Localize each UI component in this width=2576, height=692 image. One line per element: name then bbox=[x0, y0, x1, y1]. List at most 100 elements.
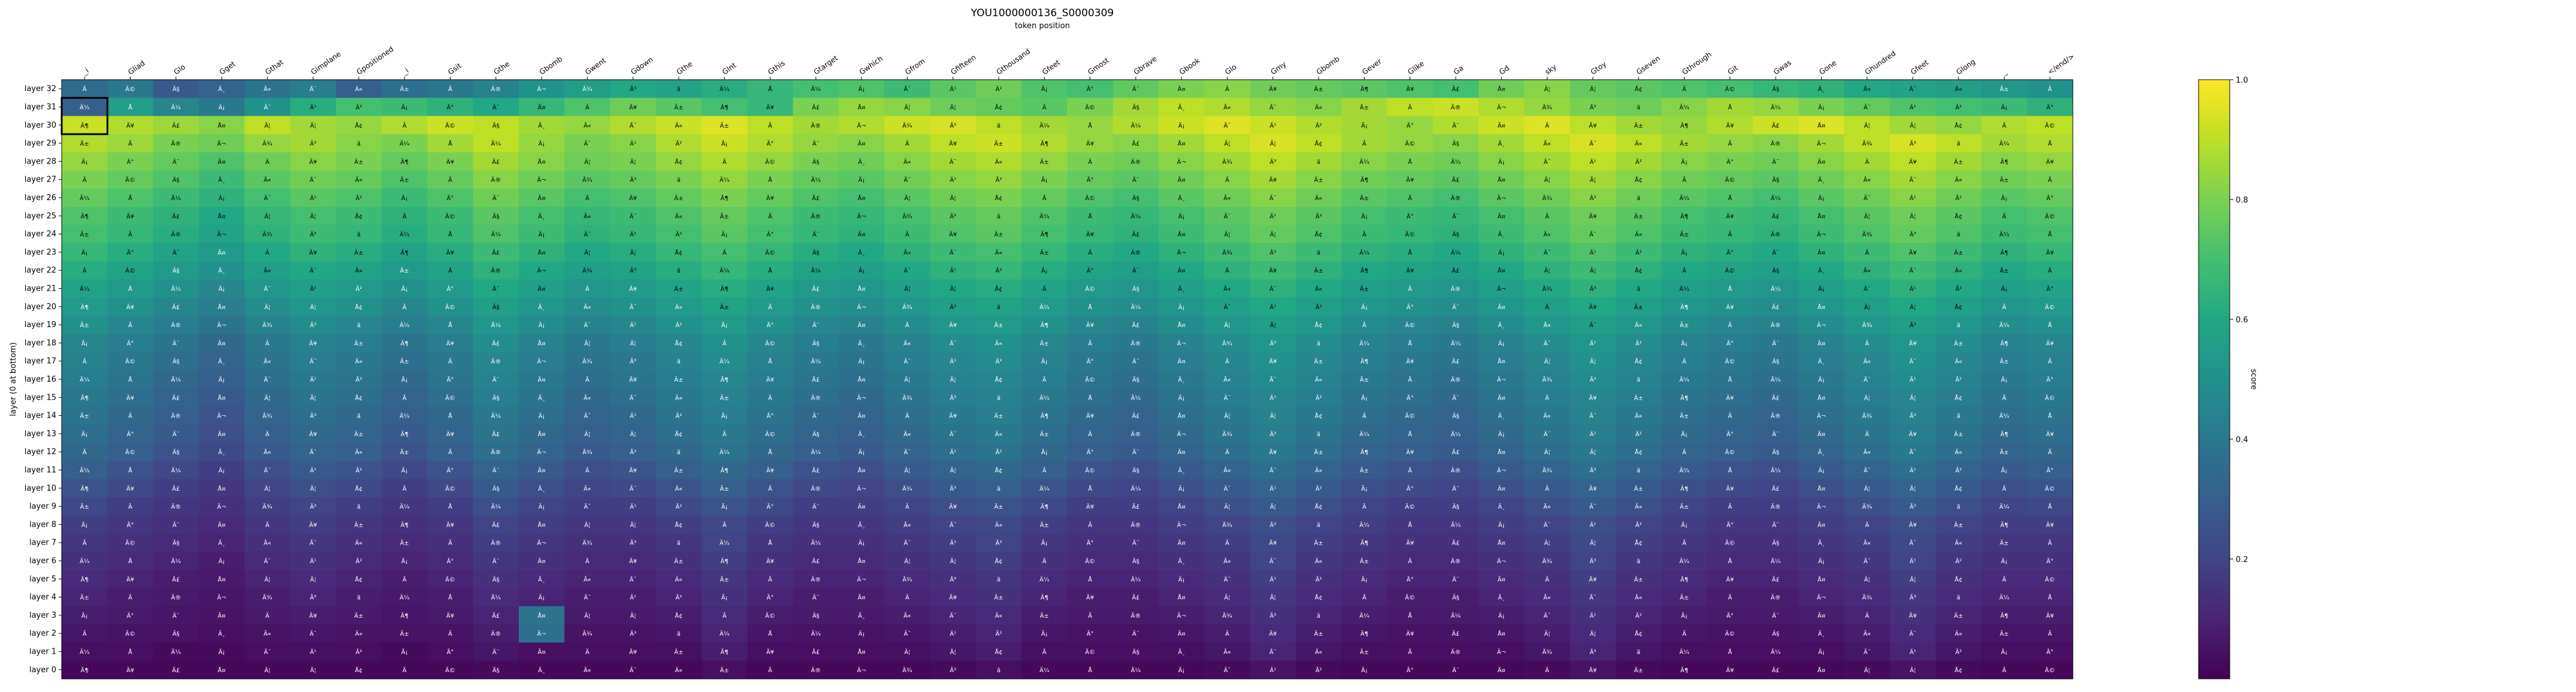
heatmap-cell bbox=[1661, 116, 1708, 135]
cell-label: Ã bbox=[2002, 666, 2006, 674]
cell-label: Ã° bbox=[1727, 158, 1734, 165]
cell-label: Ã³ bbox=[1910, 321, 1916, 329]
cell-label: Ä¼ bbox=[719, 539, 730, 547]
cell-label: Ã± bbox=[2000, 267, 2009, 274]
heatmap-cell bbox=[198, 116, 245, 135]
cell-label: Ã¼ bbox=[811, 358, 821, 365]
heatmap-cell bbox=[244, 116, 291, 135]
heatmap-cell bbox=[473, 134, 519, 153]
cell-label: Ã¾ bbox=[1862, 503, 1872, 510]
cell-label: Ã£ bbox=[492, 612, 500, 620]
cell-label: Ã¸ bbox=[1178, 376, 1185, 383]
x-tick-label: </end/> bbox=[2046, 52, 2076, 77]
cell-label: Ä® bbox=[1131, 158, 1141, 165]
heatmap-cell bbox=[382, 243, 428, 262]
cell-label: Ã¸ bbox=[218, 85, 225, 93]
cell-label: Ä§ bbox=[812, 158, 820, 165]
cell-label: Ã© bbox=[765, 249, 775, 256]
cell-label: Ã­ bbox=[128, 321, 132, 329]
heatmap-cell bbox=[198, 170, 245, 189]
heatmap-cell bbox=[518, 98, 565, 117]
cell-label: Å¢ bbox=[994, 103, 1002, 111]
cell-label: Ä¦ bbox=[1864, 122, 1870, 129]
heatmap-cell bbox=[1204, 170, 1251, 189]
cell-label: Ã© bbox=[1725, 176, 1735, 184]
cell-label: Ã£ bbox=[812, 376, 820, 383]
heatmap-cell bbox=[153, 152, 199, 171]
cell-label: Ã­ bbox=[1088, 339, 1092, 347]
y-tick-label: layer 12 bbox=[25, 448, 56, 457]
heatmap-cell bbox=[2027, 279, 2073, 298]
cell-label: Ã¾ bbox=[1862, 140, 1872, 147]
cell-label: Ä« bbox=[1955, 630, 1963, 637]
cell-label: Ã± bbox=[1040, 339, 1049, 347]
cell-label: Ã­ bbox=[128, 140, 132, 147]
cell-label: Ä§ bbox=[1132, 376, 1139, 383]
cell-label: Ã° bbox=[447, 194, 454, 202]
heatmap-cell bbox=[62, 315, 108, 334]
cell-label: Ã¶ bbox=[1041, 140, 1048, 147]
cell-label: Ä¬ bbox=[217, 594, 226, 602]
cell-label: Ã° bbox=[127, 158, 134, 165]
cell-label: Ã¾ bbox=[902, 303, 912, 311]
cell-label: Ã¦ bbox=[1590, 85, 1596, 93]
cell-label: Ä¬ bbox=[217, 412, 226, 420]
cell-label: Ä¨ bbox=[1772, 430, 1779, 438]
heatmap-cell bbox=[1524, 225, 1571, 244]
cell-label: Ä¬ bbox=[537, 358, 546, 365]
cell-label: Ä¬ bbox=[217, 140, 226, 147]
heatmap-cell bbox=[244, 152, 291, 171]
cell-label: Ä¹ bbox=[950, 267, 956, 274]
heatmap-cell bbox=[1432, 225, 1479, 244]
heatmap-cell bbox=[107, 134, 154, 153]
cell-label: Ã¤ bbox=[217, 339, 225, 347]
heatmap-cell bbox=[1798, 207, 1845, 226]
cell-label: ã bbox=[997, 123, 1000, 129]
heatmap-cell bbox=[2027, 152, 2073, 171]
cell-label: Ä¯ bbox=[1224, 575, 1231, 583]
cell-label: Ä¨ bbox=[173, 430, 180, 438]
heatmap-cell bbox=[839, 188, 885, 207]
cell-label: Å¤ bbox=[858, 648, 866, 656]
cell-label: Ã© bbox=[125, 267, 135, 274]
cell-label: Ã­ bbox=[1088, 158, 1092, 165]
cell-label: Å¤ bbox=[1818, 575, 1825, 583]
cell-label: Å¤ bbox=[858, 557, 866, 565]
heatmap-cell bbox=[382, 152, 428, 171]
cell-label: Ä¬ bbox=[537, 176, 546, 184]
cell-label: Ã¯ bbox=[1589, 321, 1597, 329]
cell-label: Ä¡ bbox=[858, 358, 865, 365]
heatmap-cell bbox=[1844, 188, 1891, 207]
cell-label: Ä± bbox=[354, 521, 363, 528]
cell-label: Ã¸ bbox=[1178, 648, 1185, 656]
heatmap-cell bbox=[473, 98, 519, 117]
cell-label: ã bbox=[1637, 195, 1640, 202]
cell-label: Ä¡ bbox=[1818, 376, 1825, 383]
cell-label: Ã¡ bbox=[401, 467, 408, 475]
cell-label: Ä¨ bbox=[1132, 176, 1139, 184]
cell-label: Ã° bbox=[1407, 666, 1414, 674]
heatmap-cell bbox=[1341, 152, 1388, 171]
cell-label: Ã¡ bbox=[2001, 376, 2007, 383]
heatmap-cell bbox=[335, 315, 382, 334]
heatmap-cell bbox=[1844, 243, 1891, 262]
cell-label: Ã¾ bbox=[1222, 339, 1232, 347]
cell-label: Ã¦ bbox=[310, 575, 316, 583]
cell-label: Ä¹ bbox=[950, 85, 956, 93]
cell-label: Ã¦ bbox=[1910, 394, 1916, 401]
cell-label: Ã° bbox=[1087, 85, 1094, 93]
cell-label: Ã« bbox=[264, 176, 271, 184]
heatmap-cell bbox=[1616, 279, 1662, 298]
cell-label: Ä¼ bbox=[1999, 231, 2009, 238]
cell-label: Ä± bbox=[1634, 666, 1643, 674]
cell-label: Ã± bbox=[80, 412, 89, 420]
heatmap-cell bbox=[747, 188, 794, 207]
cell-label: Ä¹ bbox=[630, 140, 636, 147]
heatmap-cell bbox=[1981, 188, 2028, 207]
cell-label: Ä± bbox=[354, 612, 363, 620]
cell-label: ã bbox=[677, 359, 681, 365]
cell-label: Ã¯ bbox=[1269, 194, 1277, 202]
heatmap-cell bbox=[1752, 297, 1799, 316]
cell-label: Ã° bbox=[767, 231, 774, 238]
cell-label: Ä¥ bbox=[2046, 612, 2054, 620]
